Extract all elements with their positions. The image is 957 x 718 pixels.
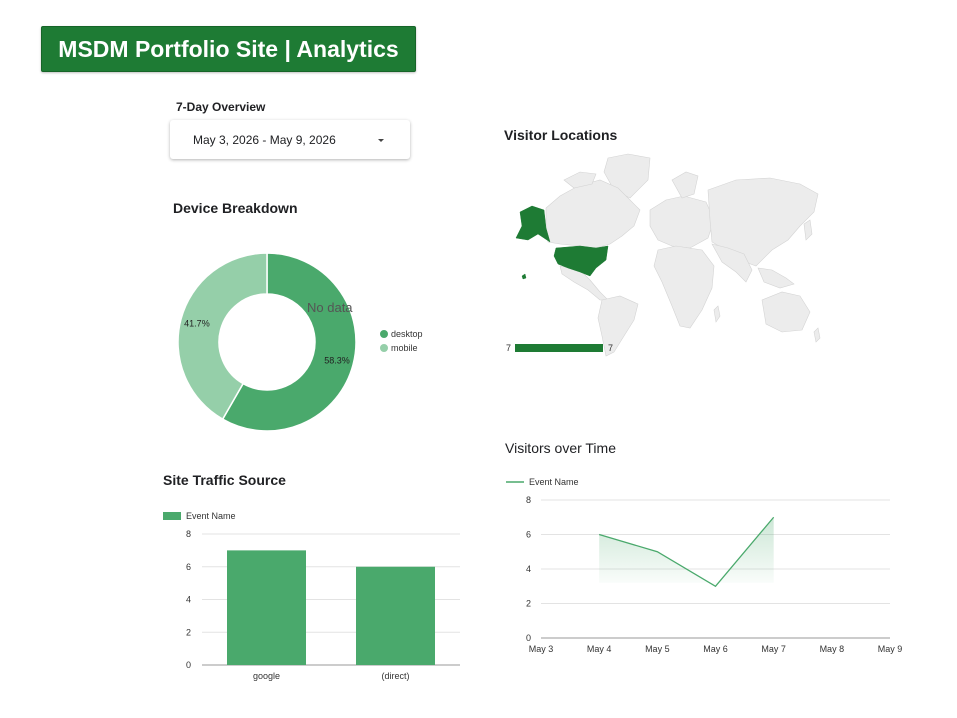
map-south-america	[597, 295, 639, 357]
bar-legend-swatch	[163, 512, 181, 520]
line-legend-label: Event Name	[529, 477, 579, 487]
traffic-source-bar-chart: Event Name 0 2 4 6 8 google (direct)	[163, 511, 460, 681]
map-madagascar	[713, 305, 721, 323]
map-africa	[653, 245, 715, 329]
map-scale-max-label: 7	[608, 343, 613, 353]
bar-x-tick-label: (direct)	[381, 671, 409, 681]
map-scandinavia	[671, 171, 699, 199]
bar-google	[227, 550, 306, 665]
bar-y-tick-label: 8	[186, 529, 191, 539]
bar-direct	[356, 566, 435, 665]
donut-legend-swatch-mobile	[380, 344, 388, 352]
map-color-scale	[515, 344, 603, 352]
date-range-picker[interactable]: May 3, 2026 - May 9, 2026	[170, 120, 410, 159]
visitor-locations-title: Visitor Locations	[504, 127, 618, 143]
line-x-tick-label: May 4	[587, 644, 612, 654]
line-x-tick-label: May 9	[878, 644, 903, 654]
line-y-tick-label: 2	[526, 599, 531, 609]
donut-value-label-desktop: 58.3%	[324, 356, 350, 366]
bar-y-tick-label: 2	[186, 627, 191, 637]
visitors-line-chart: Event Name 0 2 4 6 8 May 3 May 4 May 5 May 6 May 7…	[506, 477, 903, 654]
visitor-map: 7 7	[506, 153, 821, 357]
map-usa-hawaii	[521, 273, 527, 280]
donut-slice-desktop	[221, 252, 357, 432]
map-asia	[707, 177, 819, 267]
dropdown-caret-icon	[378, 139, 384, 142]
donut-legend-label-desktop: desktop	[391, 329, 423, 339]
line-x-tick-label: May 3	[529, 644, 554, 654]
line-x-tick-label: May 5	[645, 644, 670, 654]
map-usa-mainland	[553, 245, 609, 277]
map-middle-east-india	[711, 243, 753, 283]
bar-x-tick-label: google	[253, 671, 280, 681]
line-x-tick-label: May 7	[761, 644, 786, 654]
map-arctic-islands	[563, 171, 597, 189]
line-area-fill	[599, 517, 774, 587]
line-y-tick-label: 4	[526, 564, 531, 574]
visitors-over-time-title: Visitors over Time	[505, 440, 616, 456]
map-japan	[803, 219, 813, 241]
donut-legend-label-mobile: mobile	[391, 343, 418, 353]
line-x-tick-label: May 6	[703, 644, 728, 654]
map-australia	[761, 291, 811, 333]
map-scale-min-label: 7	[506, 343, 511, 353]
line-y-tick-label: 6	[526, 530, 531, 540]
map-europe	[649, 195, 715, 249]
donut-slice-mobile	[177, 252, 268, 421]
donut-legend-swatch-desktop	[380, 330, 388, 338]
bar-legend-label: Event Name	[186, 511, 236, 521]
date-range-value: May 3, 2026 - May 9, 2026	[193, 133, 336, 147]
site-traffic-source-title: Site Traffic Source	[163, 472, 286, 488]
dashboard-title: MSDM Portfolio Site | Analytics	[58, 35, 399, 62]
bar-y-tick-label: 0	[186, 660, 191, 670]
donut-no-data-text: No data	[307, 300, 353, 315]
donut-value-label-mobile: 41.7%	[184, 318, 210, 328]
dashboard-title-banner: MSDM Portfolio Site | Analytics	[41, 26, 416, 72]
device-breakdown-title: Device Breakdown	[173, 200, 298, 216]
line-y-tick-label: 0	[526, 633, 531, 643]
line-x-tick-label: May 8	[820, 644, 845, 654]
line-series-event-name	[598, 516, 775, 588]
map-southeast-asia	[757, 267, 795, 289]
map-new-zealand	[813, 327, 821, 343]
line-y-tick-label: 8	[526, 495, 531, 505]
map-usa-alaska	[515, 205, 551, 243]
overview-label: 7-Day Overview	[176, 100, 266, 114]
device-donut-chart: 58.3% 41.7% No data desktop mobile	[177, 252, 423, 432]
bar-y-tick-label: 6	[186, 562, 191, 572]
bar-y-tick-label: 4	[186, 595, 191, 605]
